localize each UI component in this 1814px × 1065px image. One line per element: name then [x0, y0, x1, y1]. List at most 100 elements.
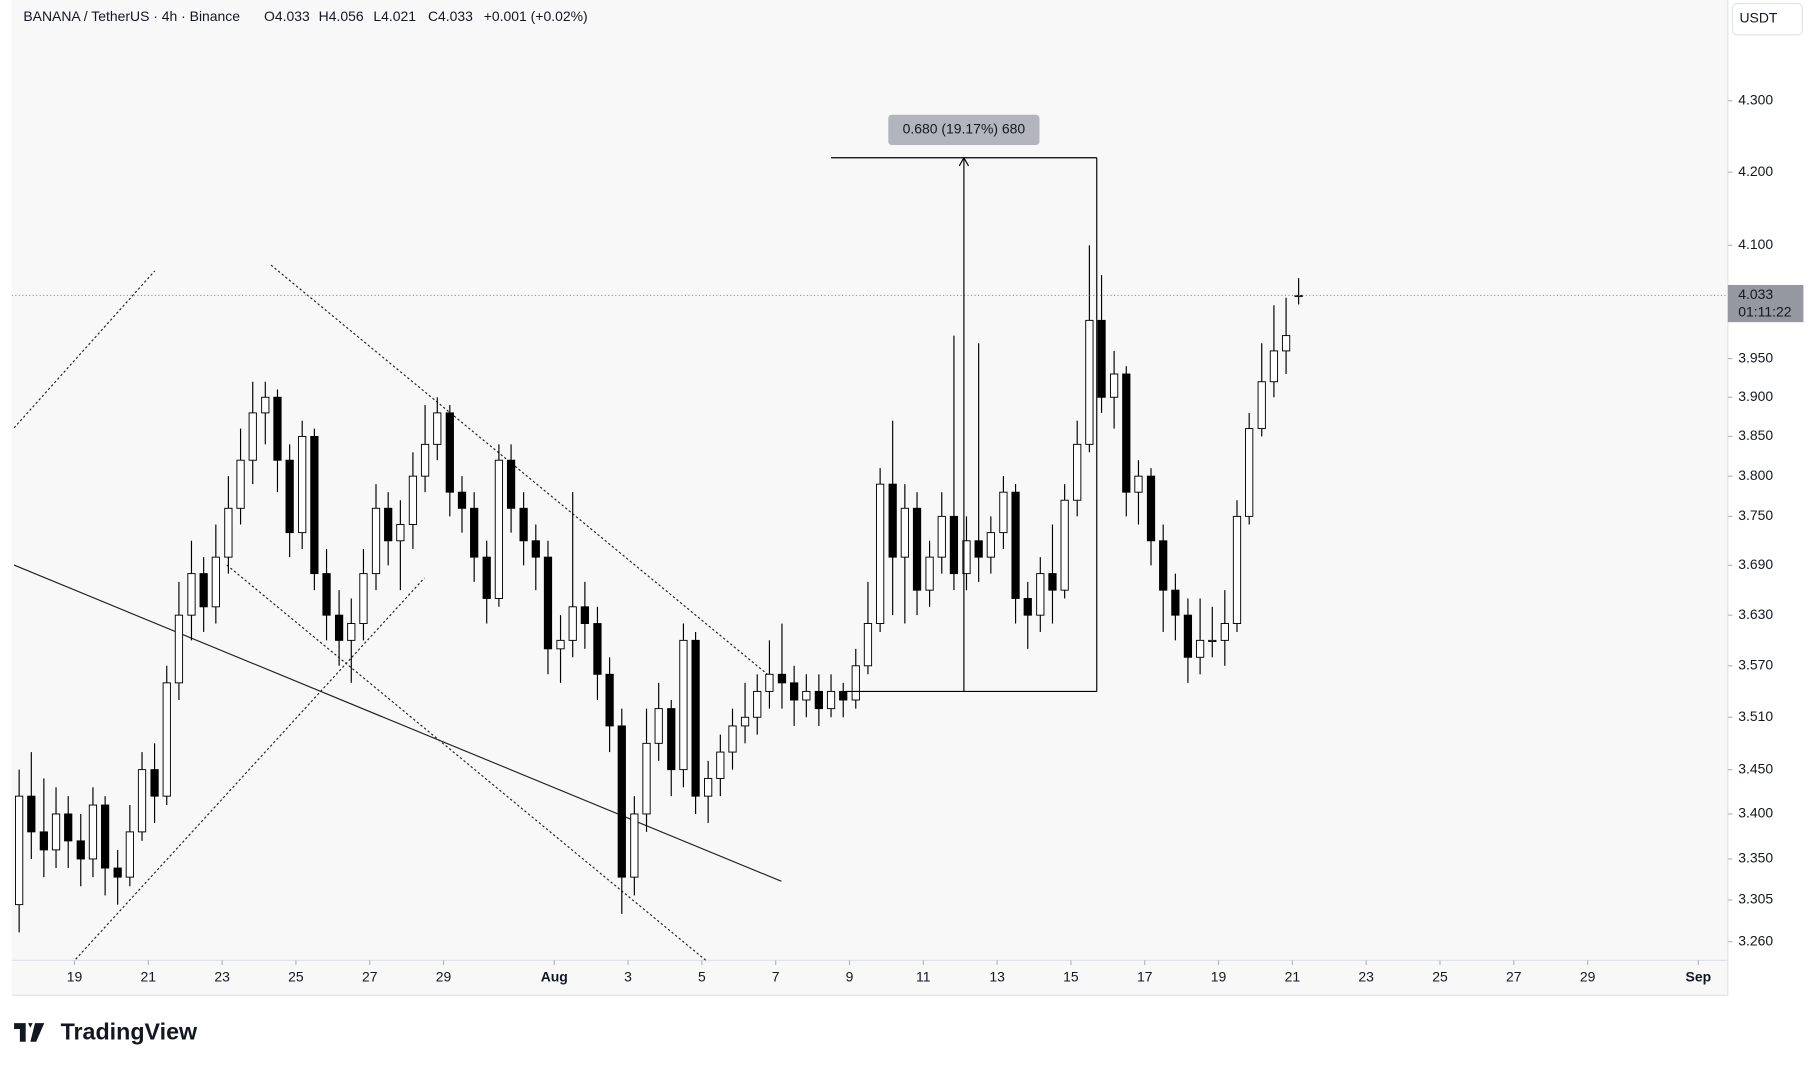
brand-logo: TradingView: [14, 1019, 198, 1045]
candle-body: [777, 673, 787, 684]
measure-arrowhead: [958, 156, 970, 167]
candle-body: [359, 573, 368, 625]
currency[interactable]: USDT: [1739, 9, 1777, 25]
candle-body: [974, 540, 983, 558]
candle-body: [1171, 589, 1180, 616]
y-tick-label: 3.570: [1738, 656, 1773, 672]
candle-body: [654, 708, 663, 744]
candle-body: [384, 507, 393, 542]
candle-body: [248, 412, 257, 461]
candle-body: [814, 690, 823, 710]
candle-body: [113, 867, 122, 878]
y-tick-label: 3.750: [1738, 507, 1773, 523]
x-tick-label: 21: [1285, 968, 1301, 984]
candle-body: [64, 813, 73, 842]
candle-body: [999, 491, 1008, 534]
x-tick-label: 5: [698, 968, 706, 984]
measure-label: 0.680 (19.17%) 680: [903, 121, 1026, 137]
candle-body: [642, 742, 651, 815]
x-tick-label: 11: [916, 968, 931, 984]
y-tick-label: 3.900: [1738, 388, 1773, 404]
candle-body: [88, 804, 98, 860]
plot-area: [11, 0, 1728, 996]
candle-body: [322, 573, 331, 616]
y-tick-label: 3.510: [1738, 708, 1773, 724]
candle-body: [285, 459, 294, 534]
candle-body: [839, 690, 848, 701]
ohlc-high: H4.056: [319, 8, 364, 24]
y-tick-label: 3.690: [1738, 556, 1773, 572]
candle-body: [1195, 639, 1205, 658]
x-tick-label: 21: [141, 968, 157, 984]
ohlc-open: O4.033: [264, 8, 310, 24]
candle-body: [1109, 373, 1119, 398]
candle-body: [1134, 475, 1143, 493]
candle-body: [667, 708, 676, 771]
candle-body: [433, 412, 442, 445]
candle-body: [125, 831, 134, 878]
candle-body: [630, 813, 639, 878]
y-tick-label: 4.300: [1738, 91, 1773, 107]
y-tick-label: 4.200: [1738, 163, 1773, 179]
candle-body: [962, 540, 971, 575]
candle-body: [39, 831, 48, 851]
candle-body: [790, 682, 799, 701]
candle-body: [1011, 491, 1020, 599]
candle-body: [101, 804, 110, 869]
candle-body: [261, 396, 270, 414]
candle-body: [1281, 335, 1291, 352]
x-tick-label: 3: [624, 968, 632, 984]
last-price-box: [1727, 284, 1804, 323]
y-tick-label: 3.850: [1738, 427, 1773, 443]
candle-body: [396, 524, 405, 542]
candle-body: [445, 412, 454, 493]
candle-body: [556, 639, 565, 650]
x-tick-label: 27: [1506, 968, 1522, 984]
x-tick-label: 19: [1211, 968, 1227, 984]
candle-body: [519, 507, 528, 542]
trendline: [270, 264, 768, 675]
candle-body: [605, 673, 614, 727]
brand: TradingView: [61, 1019, 198, 1045]
candle-body: [765, 673, 774, 692]
y-tick-label: 3.350: [1738, 850, 1773, 866]
candle-body: [137, 769, 147, 833]
candle-body: [1208, 639, 1217, 642]
measure-label-box: [888, 114, 1040, 145]
candle-body: [679, 639, 688, 771]
candle-body: [174, 614, 184, 684]
candle-body: [162, 682, 171, 797]
candle-body: [27, 795, 36, 833]
candle-body: [482, 556, 491, 599]
y-tick-label: 3.450: [1738, 760, 1773, 776]
candle-body: [347, 623, 356, 641]
ohlc-close: C4.033: [428, 8, 473, 24]
x-tick-label: 15: [1063, 968, 1079, 984]
candle-body: [150, 769, 159, 797]
x-tick-label: 23: [214, 968, 230, 984]
trendlines: [13, 264, 782, 961]
candle-body: [51, 813, 61, 851]
candle-body: [888, 483, 897, 558]
y-tick-label: 3.305: [1738, 891, 1773, 907]
candle-body: [1048, 573, 1057, 591]
candle-body: [1159, 540, 1168, 591]
x-tick-label: Aug: [541, 968, 568, 984]
x-tick-label: 17: [1137, 968, 1153, 984]
countdown: 01:11:22: [1738, 304, 1791, 320]
candle-body: [420, 443, 430, 477]
candle-body: [1245, 428, 1254, 517]
candle-body: [1097, 319, 1106, 398]
x-tick-label: 27: [362, 968, 378, 984]
candle-body: [802, 690, 811, 701]
candle-body: [298, 435, 307, 534]
x-tick-label: 9: [846, 968, 854, 984]
candle-body: [900, 507, 909, 558]
candle-body: [1122, 373, 1131, 493]
ohlc-low: L4.021: [373, 8, 416, 24]
candles: [15, 245, 1303, 933]
candle-body: [1220, 623, 1229, 641]
y-tick-label: 3.800: [1738, 467, 1773, 483]
currency-button[interactable]: [1731, 2, 1803, 36]
